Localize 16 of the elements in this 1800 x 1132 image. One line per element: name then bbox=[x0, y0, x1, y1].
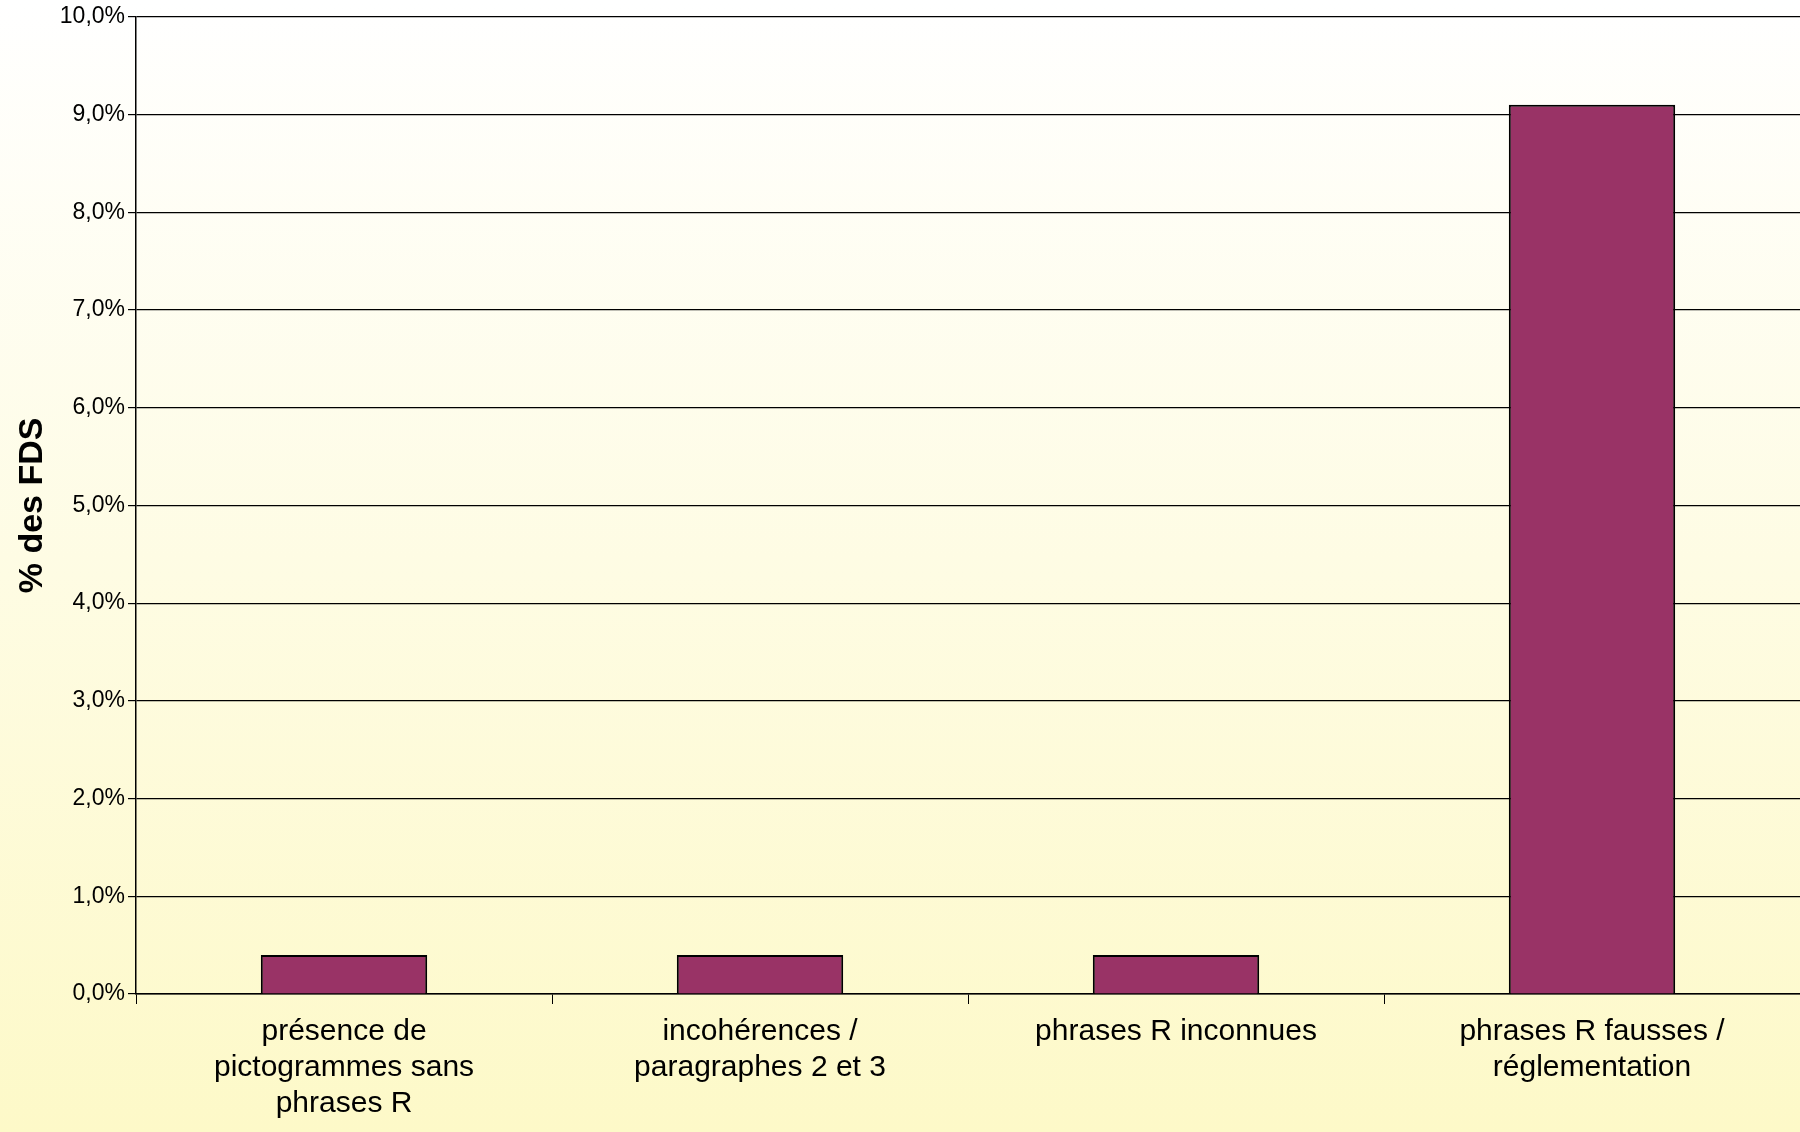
y-tick-label: 3,0% bbox=[72, 686, 126, 713]
x-tick-label: présence de pictogrammes sans phrases R bbox=[213, 1013, 475, 1119]
y-tick-label: 10,0% bbox=[59, 2, 126, 29]
y-tick-label: 6,0% bbox=[72, 393, 126, 420]
x-tick-label: phrases R inconnues bbox=[1035, 1013, 1317, 1047]
y-tick-label: 7,0% bbox=[72, 295, 126, 322]
x-tick-label: phrases R fausses / réglementation bbox=[1459, 1013, 1726, 1083]
y-tick-label: 0,0% bbox=[72, 979, 126, 1006]
y-tick-label: 5,0% bbox=[72, 490, 126, 517]
y-tick-label: 1,0% bbox=[72, 881, 126, 908]
y-tick-label: 8,0% bbox=[72, 197, 126, 224]
y-tick-label: 9,0% bbox=[72, 99, 126, 126]
y-tick-label: 4,0% bbox=[72, 588, 126, 615]
x-tick-label: incohérences / paragraphes 2 et 3 bbox=[634, 1013, 886, 1083]
y-tick-label: 2,0% bbox=[72, 783, 126, 810]
y-axis-title: % des FDS bbox=[10, 417, 49, 594]
